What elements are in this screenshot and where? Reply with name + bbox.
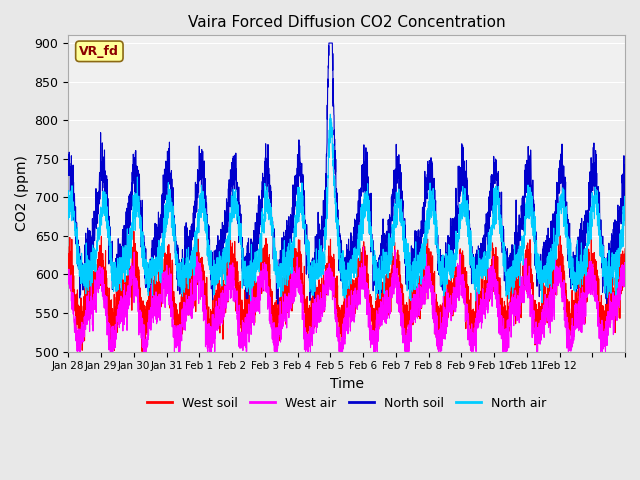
X-axis label: Time: Time xyxy=(330,377,364,391)
Title: Vaira Forced Diffusion CO2 Concentration: Vaira Forced Diffusion CO2 Concentration xyxy=(188,15,506,30)
Text: VR_fd: VR_fd xyxy=(79,45,119,58)
Legend: West soil, West air, North soil, North air: West soil, West air, North soil, North a… xyxy=(142,392,552,415)
Y-axis label: CO2 (ppm): CO2 (ppm) xyxy=(15,156,29,231)
